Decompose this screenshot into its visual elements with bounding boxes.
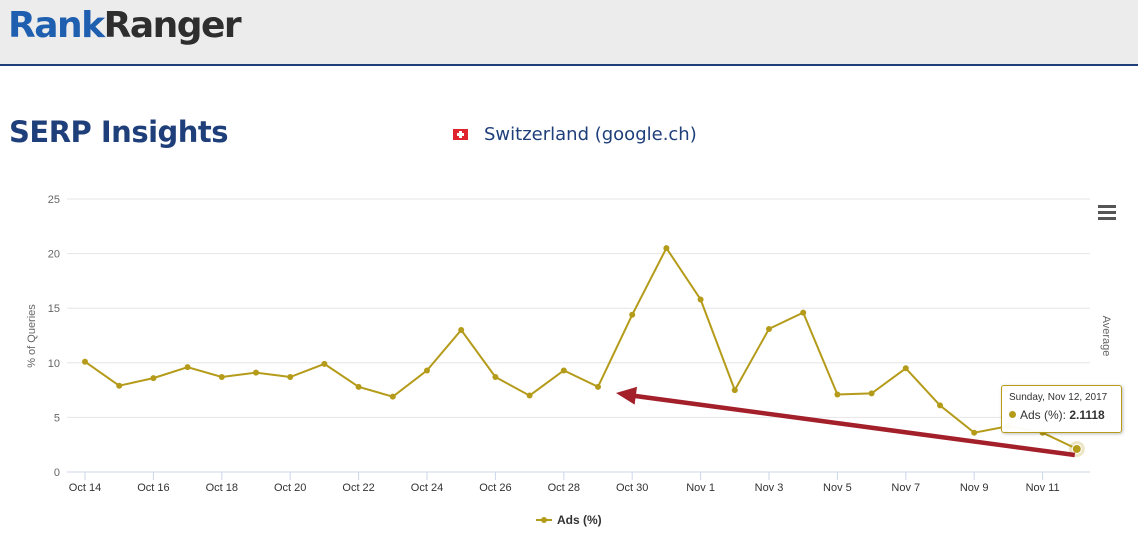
x-tick-label: Nov 1	[686, 482, 715, 494]
data-point	[731, 387, 738, 394]
data-point	[834, 391, 841, 398]
data-point	[82, 358, 88, 365]
data-point	[184, 364, 191, 371]
data-point	[868, 390, 875, 397]
data-point	[492, 373, 499, 380]
x-tick-label: Oct 18	[206, 482, 238, 494]
logo-ranger-text: Ranger	[103, 5, 242, 46]
data-point	[663, 245, 670, 252]
y-tick-label: 10	[48, 358, 60, 370]
x-tick-label: Oct 26	[479, 482, 511, 494]
annotation-arrow-line	[627, 392, 1076, 458]
tooltip-date: Sunday, Nov 12, 2017	[1009, 392, 1108, 403]
data-point	[218, 373, 225, 380]
x-tick-label: Nov 11	[1026, 482, 1060, 494]
tooltip-series-label: Ads (%):	[1020, 408, 1070, 422]
tooltip-series-dot	[1009, 411, 1016, 418]
top-header: RankRanger	[0, 0, 1138, 66]
annotation-arrow-head	[616, 386, 638, 405]
data-point	[424, 367, 430, 374]
tooltip-value: 2.1118	[1069, 408, 1105, 422]
series-line-ads	[84, 246, 1078, 450]
data-point	[595, 383, 601, 390]
chart-menu-icon[interactable]	[1098, 205, 1116, 220]
y-tick-label: 0	[54, 467, 60, 479]
x-tick-label: Oct 14	[69, 482, 101, 494]
data-point	[526, 392, 533, 399]
data-point	[321, 360, 328, 367]
data-point	[697, 296, 704, 303]
legend-dot-symbol	[541, 517, 547, 523]
x-tick-label: Nov 9	[960, 482, 989, 494]
y-tick-label: 25	[48, 194, 60, 206]
x-tick-label: Nov 5	[823, 482, 852, 494]
data-point	[971, 429, 978, 436]
x-tick-label: Oct 16	[137, 482, 169, 494]
swiss-flag-icon	[453, 129, 468, 140]
data-point	[253, 369, 259, 376]
data-point	[150, 375, 157, 382]
y-axis-title: % of Queries	[26, 304, 38, 368]
x-tick-label: Oct 24	[411, 482, 443, 494]
data-point	[355, 383, 362, 390]
data-point	[560, 367, 567, 374]
data-point	[766, 325, 772, 332]
right-axis-title: Average	[1100, 316, 1112, 357]
logo-rank-text: Rank	[8, 5, 105, 46]
chart-legend[interactable]: Ads (%)	[536, 513, 602, 527]
data-point	[458, 327, 465, 334]
country-label: Switzerland (google.ch)	[484, 124, 697, 145]
data-point	[902, 365, 909, 372]
y-tick-label: 20	[48, 249, 60, 261]
tooltip-row: Ads (%): 2.1118	[1009, 408, 1115, 422]
x-tick-label: Oct 30	[616, 482, 648, 494]
data-point	[116, 382, 123, 389]
x-tick-label: Oct 20	[274, 482, 306, 494]
data-point	[937, 402, 943, 409]
data-point	[287, 373, 294, 380]
rankranger-logo[interactable]: RankRanger	[8, 2, 242, 50]
y-tick-label: 15	[48, 303, 60, 315]
country-selector[interactable]: Switzerland (google.ch)	[453, 124, 697, 145]
x-tick-label: Oct 28	[548, 482, 580, 494]
y-tick-label: 5	[54, 412, 60, 424]
data-point	[1071, 443, 1082, 454]
legend-label-ads: Ads (%)	[557, 513, 602, 527]
x-tick-label: Nov 3	[755, 482, 784, 494]
data-point	[629, 311, 636, 318]
x-tick-label: Oct 22	[342, 482, 374, 494]
page-title: SERP Insights	[9, 115, 229, 149]
x-tick-label: Nov 7	[891, 482, 920, 494]
data-point	[389, 393, 396, 400]
data-point	[800, 309, 807, 316]
chart-tooltip: Sunday, Nov 12, 2017 Ads (%): 2.1118	[1001, 385, 1122, 433]
